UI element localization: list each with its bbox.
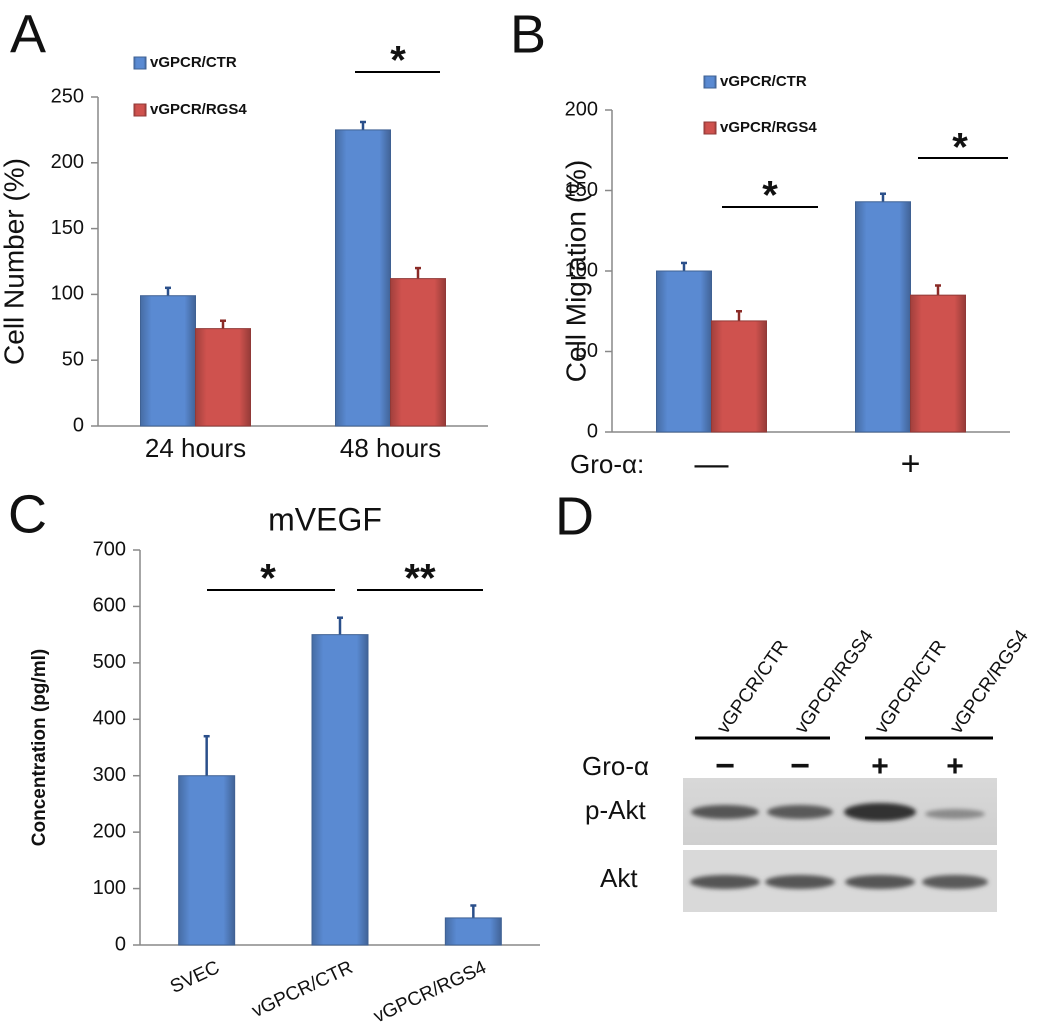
y-tick-label: 150 xyxy=(565,179,598,201)
y-tick-label: 50 xyxy=(576,340,598,362)
y-tick-label: 200 xyxy=(93,820,126,842)
band xyxy=(845,875,915,889)
x-tick-label: 48 hours xyxy=(340,433,441,463)
x-tick-label: vGPCR/RGS4 xyxy=(371,957,490,1028)
y-tick-label: 0 xyxy=(587,420,598,442)
blot: D Gro-α p-Akt Akt − − + + vGPCR/CTR vGPC… xyxy=(555,486,1033,912)
bar xyxy=(335,129,391,427)
x-axis-label: Gro-α: xyxy=(570,449,644,479)
y-axis-label: Concentration (pg/ml) xyxy=(29,649,50,846)
treatment-sign: − xyxy=(715,747,735,785)
y-tick-label: 700 xyxy=(93,538,126,560)
y-axis-label: Cell Migration (%) xyxy=(560,160,591,383)
y-tick-label: 100 xyxy=(93,877,126,899)
y-tick-label: 250 xyxy=(51,85,84,107)
y-tick-label: 50 xyxy=(62,348,84,370)
bar xyxy=(195,328,251,427)
x-tick-label: + xyxy=(901,445,921,483)
legend-label: vGPCR/CTR xyxy=(720,73,807,90)
bar xyxy=(390,278,446,427)
panel-letter: D xyxy=(555,486,594,546)
band xyxy=(844,803,916,821)
legend-label: vGPCR/CTR xyxy=(150,54,237,71)
bar xyxy=(311,634,369,946)
bar xyxy=(444,917,502,946)
treatment-sign: + xyxy=(946,750,964,783)
bar xyxy=(656,270,712,433)
chart-title: mVEGF xyxy=(268,501,382,537)
band xyxy=(691,805,759,819)
y-tick-label: 500 xyxy=(93,651,126,673)
y-tick-label: 100 xyxy=(565,259,598,281)
legend-swatch xyxy=(133,103,147,117)
band xyxy=(767,805,833,819)
panel-letter: A xyxy=(10,4,46,64)
bar xyxy=(910,294,966,433)
legend-swatch xyxy=(703,121,717,135)
significance-mark: * xyxy=(762,174,778,218)
y-tick-label: 600 xyxy=(93,595,126,617)
treatment-sign: + xyxy=(871,750,889,783)
x-tick-label: — xyxy=(695,445,729,483)
bar xyxy=(178,775,236,946)
y-tick-label: 100 xyxy=(51,283,84,305)
x-tick-label: SVEC xyxy=(167,957,223,998)
legend-swatch xyxy=(703,75,717,89)
bar xyxy=(855,201,911,433)
x-tick-label: 24 hours xyxy=(145,433,246,463)
y-tick-label: 400 xyxy=(93,708,126,730)
significance-mark: * xyxy=(390,39,406,83)
x-tick-label: vGPCR/CTR xyxy=(249,957,356,1022)
y-tick-label: 200 xyxy=(565,98,598,120)
y-axis-label: Cell Number (%) xyxy=(0,158,29,365)
y-tick-label: 300 xyxy=(93,764,126,786)
y-tick-label: 200 xyxy=(51,151,84,173)
legend-label: vGPCR/RGS4 xyxy=(150,101,247,118)
band xyxy=(922,875,988,889)
panel-letter: C xyxy=(8,484,47,544)
lane-label: vGPCR/CTR xyxy=(871,637,951,738)
significance-mark: ** xyxy=(404,557,436,601)
band xyxy=(690,875,760,889)
band xyxy=(765,875,835,889)
treatment-sign: − xyxy=(790,747,810,785)
lane-label: vGPCR/CTR xyxy=(713,637,793,738)
bar xyxy=(711,320,767,433)
bar xyxy=(140,295,196,427)
row-label: Akt xyxy=(600,863,638,893)
row-label: Gro-α xyxy=(582,751,649,781)
y-tick-label: 0 xyxy=(115,933,126,955)
row-label: p-Akt xyxy=(585,795,646,825)
significance-mark: * xyxy=(260,557,276,601)
lane-label: vGPCR/RGS4 xyxy=(791,626,878,738)
lane-label: vGPCR/RGS4 xyxy=(946,626,1033,738)
bands xyxy=(690,803,988,889)
legend-swatch xyxy=(133,56,147,70)
panel-letter: B xyxy=(510,4,546,64)
band xyxy=(925,809,985,819)
y-tick-label: 150 xyxy=(51,217,84,239)
significance-mark: * xyxy=(952,126,968,170)
legend-label: vGPCR/RGS4 xyxy=(720,119,817,136)
y-tick-label: 0 xyxy=(73,414,84,436)
